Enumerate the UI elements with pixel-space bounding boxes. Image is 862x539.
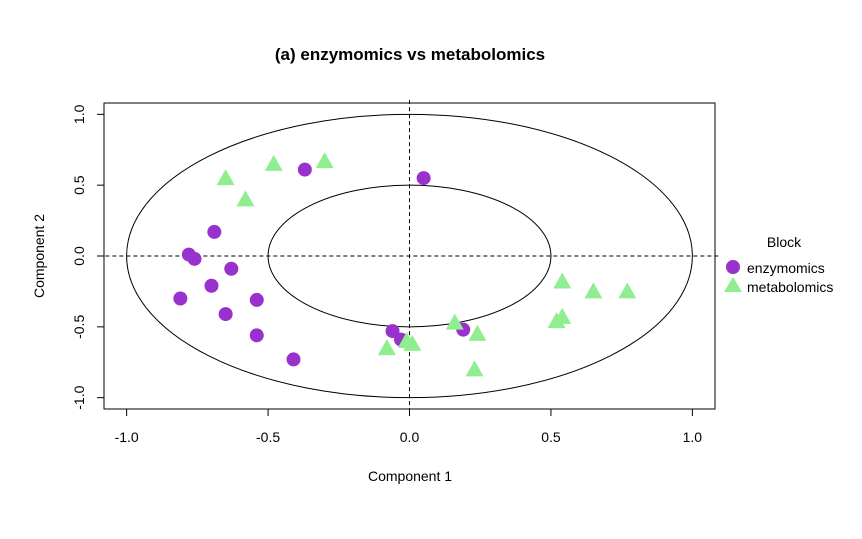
y-tick-label: -0.5 <box>71 315 87 339</box>
point-enzymomics <box>218 307 233 322</box>
point-enzymomics <box>297 162 312 177</box>
y-tick-label: -1.0 <box>71 385 87 409</box>
point-enzymomics <box>385 324 400 339</box>
x-tick-label: 1.0 <box>683 429 703 445</box>
point-metabolomics <box>377 339 396 356</box>
point-metabolomics <box>445 313 464 330</box>
point-enzymomics <box>187 251 202 266</box>
point-enzymomics <box>416 171 431 186</box>
point-metabolomics <box>465 360 484 377</box>
point-metabolomics <box>468 324 487 341</box>
x-tick-label: -0.5 <box>256 429 280 445</box>
legend-marker-enzymomics <box>726 260 740 274</box>
y-tick-label: 0.5 <box>71 175 87 195</box>
point-enzymomics <box>204 278 219 293</box>
point-enzymomics <box>249 328 264 343</box>
point-metabolomics <box>315 152 334 169</box>
point-metabolomics <box>618 282 637 299</box>
point-metabolomics <box>584 282 603 299</box>
point-metabolomics <box>553 272 572 289</box>
point-metabolomics <box>216 169 235 186</box>
point-enzymomics <box>286 352 301 367</box>
point-metabolomics <box>547 312 566 329</box>
point-enzymomics <box>173 291 188 306</box>
y-axis-label: Component 2 <box>31 214 47 298</box>
legend-label-metabolomics: metabolomics <box>747 279 833 295</box>
legend-marker-metabolomics <box>724 277 742 292</box>
point-enzymomics <box>249 292 264 307</box>
point-enzymomics <box>224 261 239 276</box>
axes-layer: -1.0 -0.5 0.0 0.5 1.0 -1.0 -0.5 0.0 0.5 1.0 <box>71 104 702 445</box>
point-metabolomics <box>403 334 422 351</box>
legend-title: Block <box>767 234 802 250</box>
reference-layer <box>98 100 721 412</box>
point-metabolomics <box>236 190 255 207</box>
chart-title: (a) enzymomics vs metabolomics <box>275 45 545 64</box>
points-layer <box>173 152 637 377</box>
point-metabolomics <box>264 154 283 171</box>
legend: Block enzymomics metabolomics <box>724 234 833 295</box>
x-tick-label: -1.0 <box>115 429 139 445</box>
x-tick-label: 0.0 <box>400 429 420 445</box>
legend-label-enzymomics: enzymomics <box>747 260 825 276</box>
y-tick-label: 0.0 <box>71 246 87 266</box>
x-tick-label: 0.5 <box>541 429 561 445</box>
x-axis-label: Component 1 <box>368 468 452 484</box>
y-tick-label: 1.0 <box>71 104 87 124</box>
point-enzymomics <box>207 224 222 239</box>
